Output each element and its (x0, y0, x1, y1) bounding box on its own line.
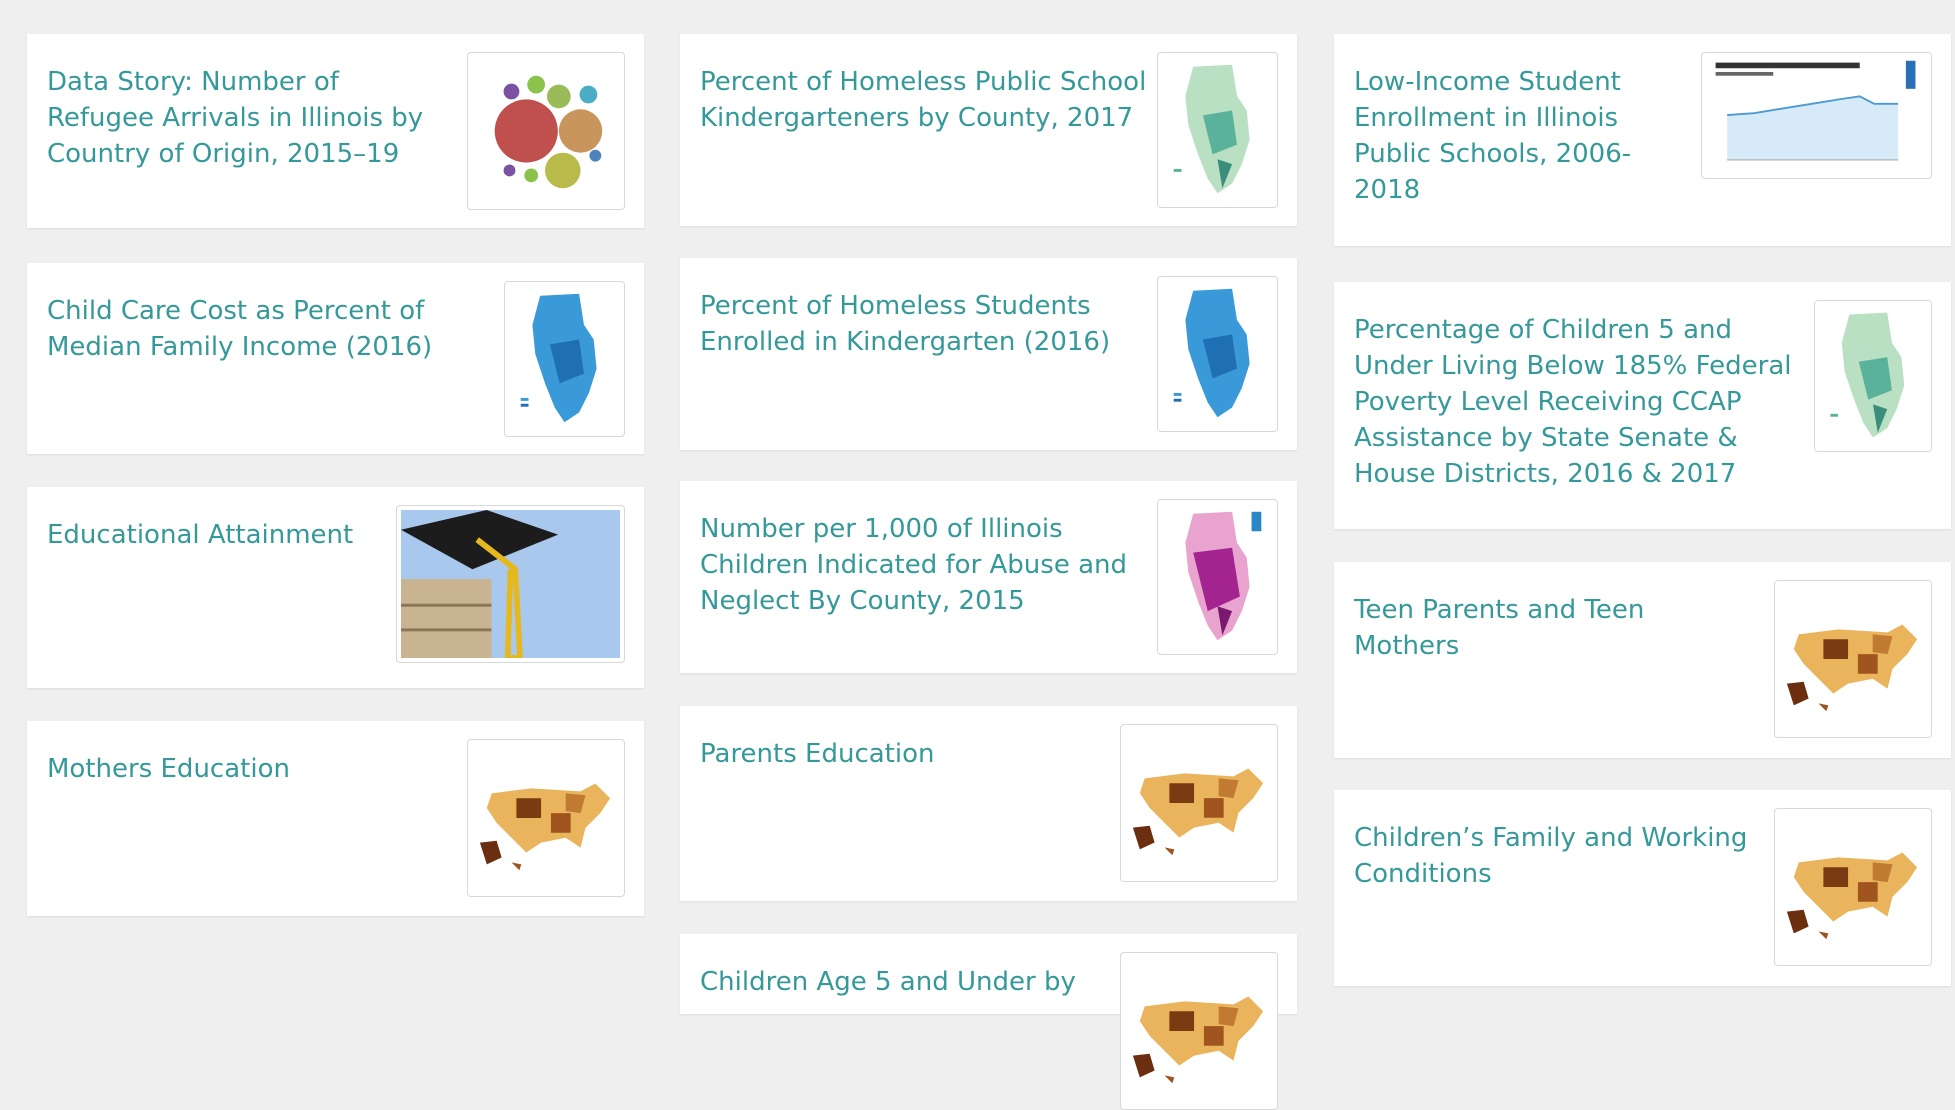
card-title[interactable]: Number per 1,000 of Illinois Children In… (700, 511, 1150, 619)
card-title[interactable]: Child Care Cost as Percent of Median Fam… (47, 293, 487, 365)
card-title[interactable]: Children’s Family and Working Conditions (1354, 820, 1754, 892)
story-card[interactable]: Number per 1,000 of Illinois Children In… (680, 481, 1297, 673)
card-thumbnail (1774, 808, 1932, 966)
card-title[interactable]: Data Story: Number of Refugee Arrivals i… (47, 64, 447, 172)
card-thumbnail (1120, 952, 1278, 1110)
story-card[interactable]: Percent of Homeless Students Enrolled in… (680, 258, 1297, 450)
card-title[interactable]: Low-Income Student Enrollment in Illinoi… (1354, 64, 1674, 208)
card-title[interactable]: Teen Parents and Teen Mothers (1354, 592, 1754, 664)
card-title[interactable]: Parents Education (700, 736, 1100, 772)
card-title[interactable]: Educational Attainment (47, 517, 387, 553)
story-card[interactable]: Percentage of Children 5 and Under Livin… (1334, 282, 1951, 529)
story-card[interactable]: Low-Income Student Enrollment in Illinoi… (1334, 34, 1951, 246)
page: {"columns": [ {"cards": [ {"title": "Dat… (0, 0, 1955, 991)
card-thumbnail (504, 281, 625, 437)
story-card[interactable]: Mothers Education (27, 721, 644, 916)
card-title[interactable]: Children Age 5 and Under by (700, 964, 1100, 1000)
card-thumbnail (1120, 724, 1278, 882)
card-thumbnail (467, 739, 625, 897)
story-card[interactable]: Teen Parents and Teen Mothers (1334, 562, 1951, 758)
card-thumbnail (1157, 276, 1278, 432)
story-card[interactable]: Child Care Cost as Percent of Median Fam… (27, 263, 644, 454)
card-title[interactable]: Percent of Homeless Public School Kinder… (700, 64, 1150, 136)
story-card[interactable]: Children’s Family and Working Conditions (1334, 790, 1951, 986)
card-title[interactable]: Percentage of Children 5 and Under Livin… (1354, 312, 1804, 492)
card-thumbnail (396, 505, 625, 663)
story-card[interactable]: Educational Attainment (27, 487, 644, 688)
card-thumbnail (1157, 499, 1278, 655)
story-card[interactable]: Percent of Homeless Public School Kinder… (680, 34, 1297, 226)
story-card[interactable]: Parents Education (680, 706, 1297, 901)
card-title[interactable]: Mothers Education (47, 751, 447, 787)
card-thumbnail (1157, 52, 1278, 208)
card-thumbnail (1774, 580, 1932, 738)
card-thumbnail (467, 52, 625, 210)
card-thumbnail (1701, 52, 1932, 179)
story-card[interactable]: Children Age 5 and Under by (680, 934, 1297, 1014)
card-title[interactable]: Percent of Homeless Students Enrolled in… (700, 288, 1150, 360)
card-thumbnail (1814, 300, 1932, 452)
story-card[interactable]: Data Story: Number of Refugee Arrivals i… (27, 34, 644, 228)
